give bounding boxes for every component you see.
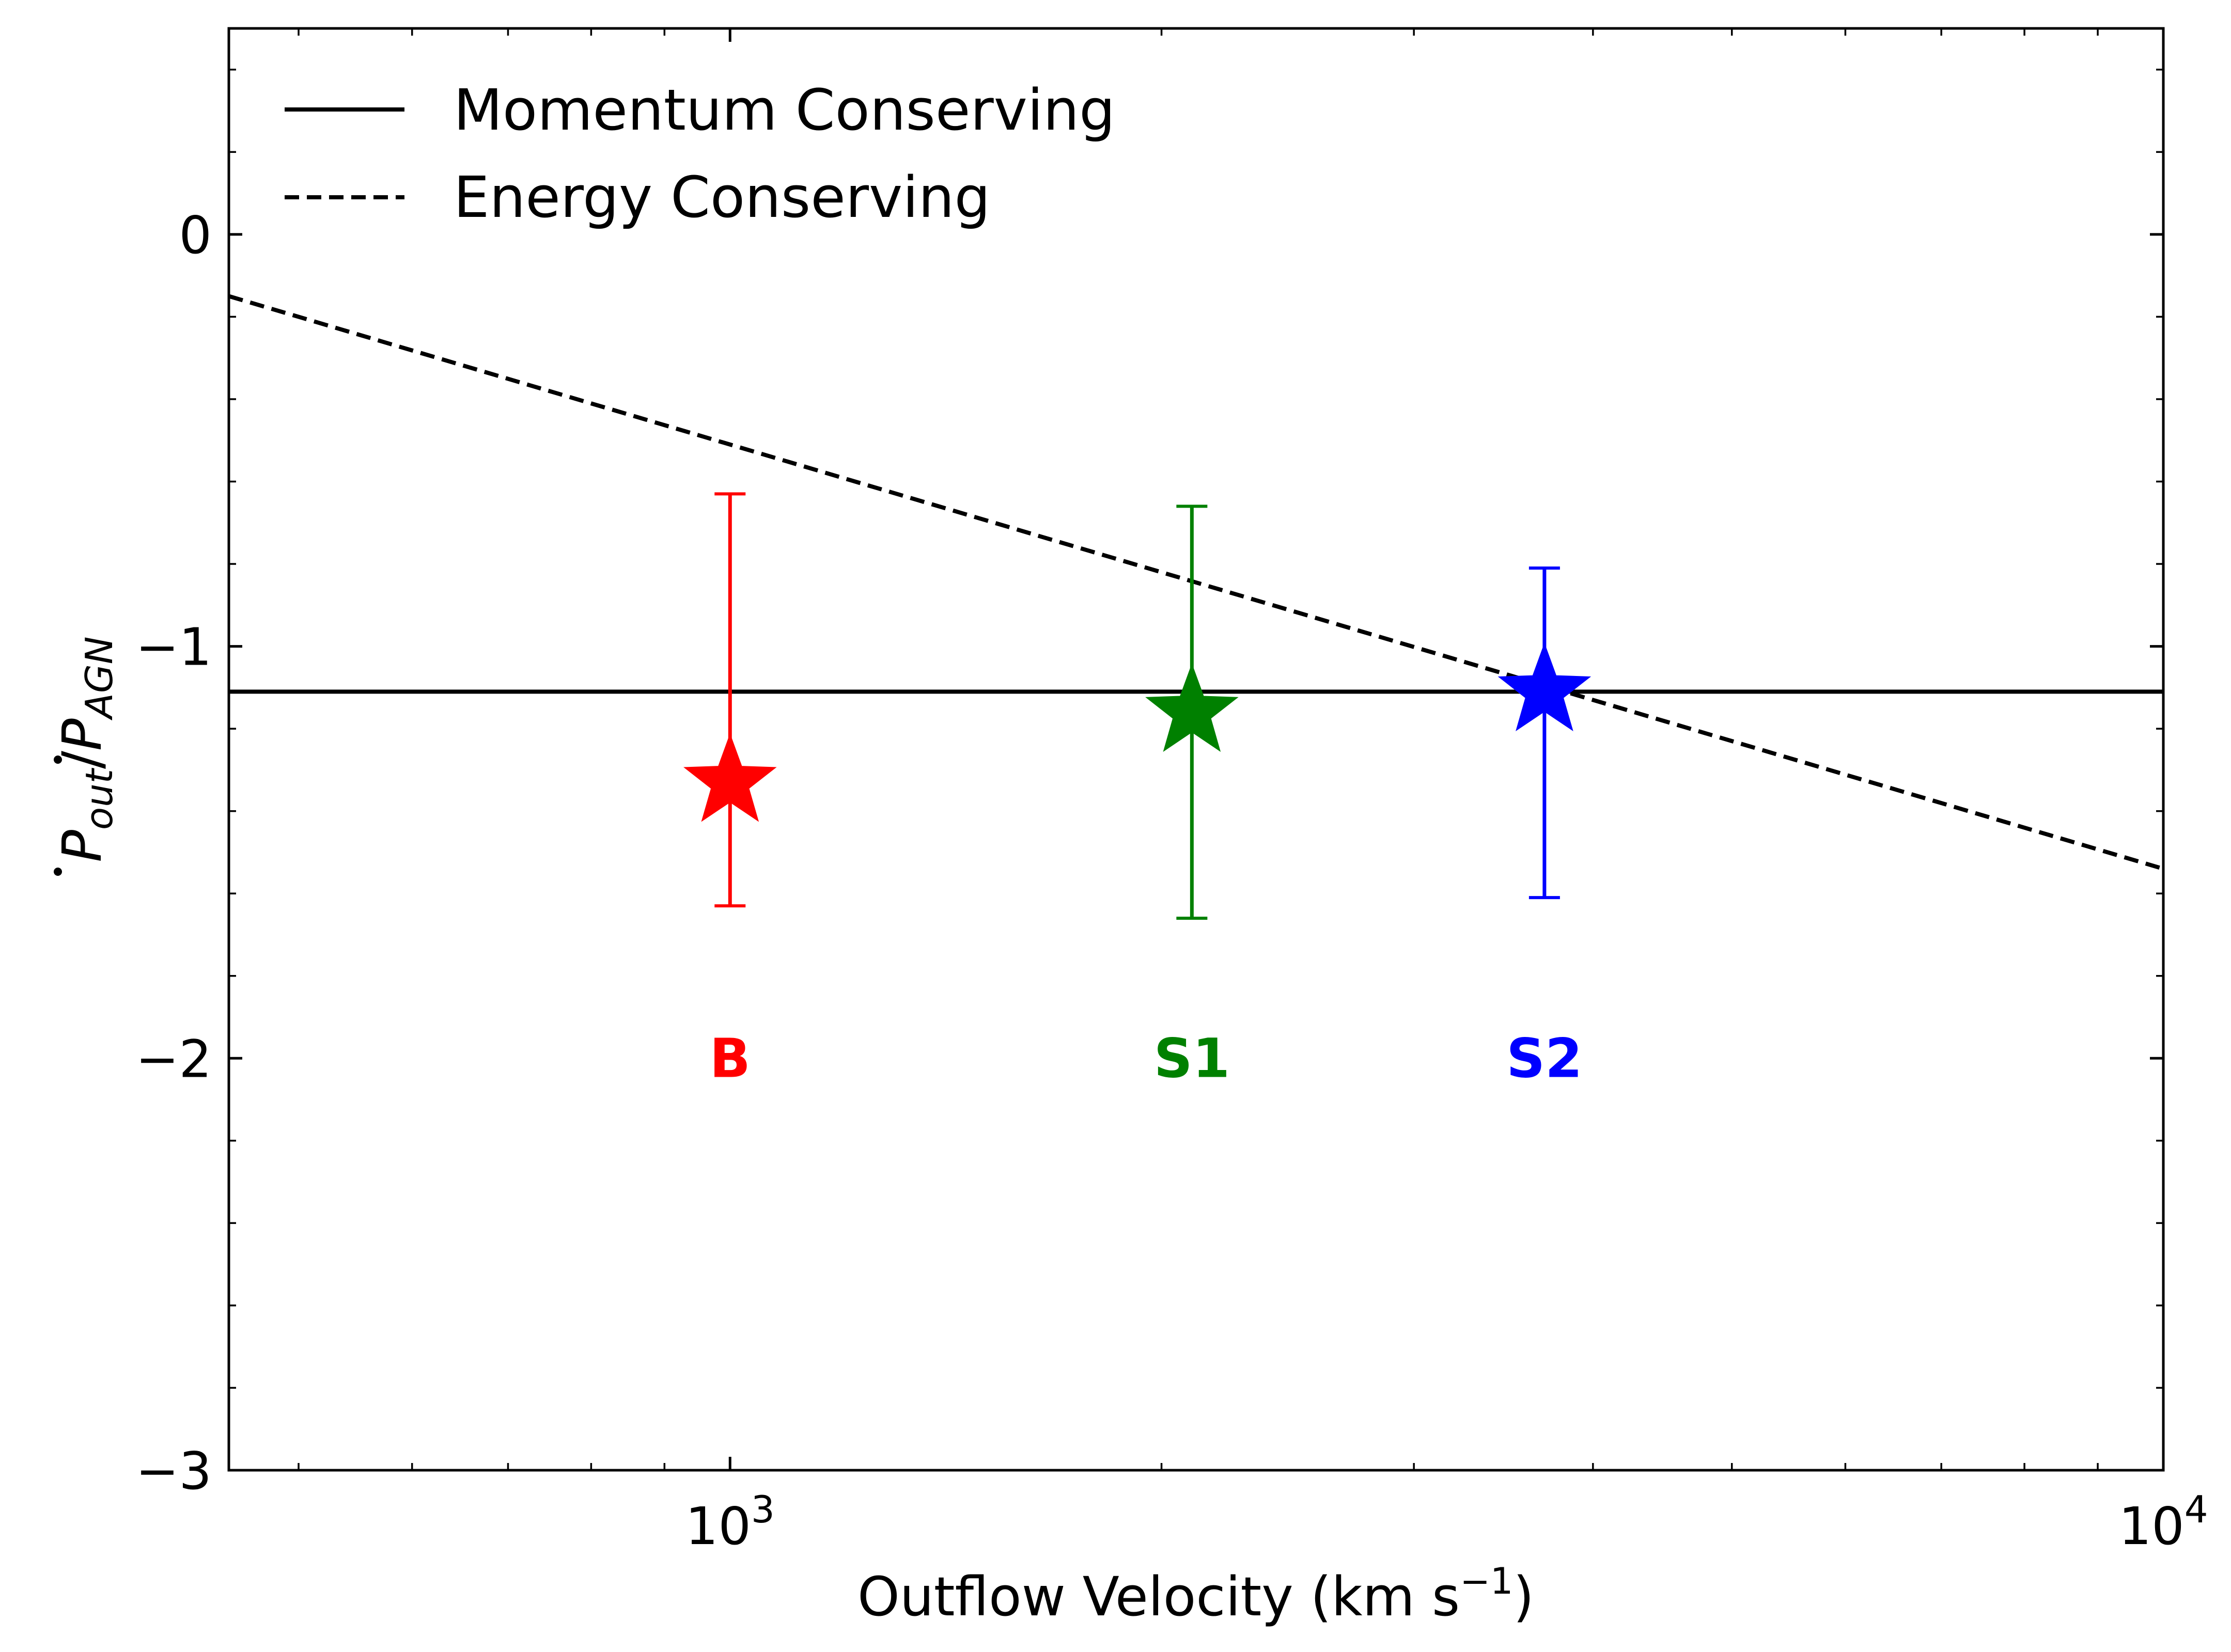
star-marker-b (683, 733, 777, 822)
y-tick-label: −3 (136, 1441, 212, 1501)
data-points (683, 492, 1592, 920)
point-label-s2: S2 (1506, 1027, 1582, 1090)
ylabel-dot-1 (54, 868, 62, 876)
legend: Momentum Conserving Energy Conserving (285, 77, 1115, 230)
point-label-s1: S1 (1154, 1027, 1230, 1090)
x-tick-exponent: 4 (2185, 1488, 2208, 1531)
x-tick-exponent: 3 (751, 1488, 775, 1531)
x-tick-base: 10 (685, 1496, 751, 1556)
y-tick-label: −1 (136, 617, 212, 678)
legend-label-energy: Energy Conserving (454, 164, 990, 230)
legend-label-momentum: Momentum Conserving (454, 77, 1115, 143)
y-tick-label: 0 (179, 205, 212, 265)
star-marker-s2 (1497, 642, 1592, 732)
x-tick-label: 103 (685, 1488, 775, 1556)
energy-conserving-line (228, 294, 2164, 871)
point-label-b: B (710, 1027, 751, 1090)
point-labels: B S1 S2 (710, 1027, 1583, 1090)
plot-frame (227, 27, 2165, 1472)
x-tick-base: 10 (2118, 1496, 2184, 1556)
x-tick-label: 104 (2118, 1488, 2208, 1556)
model-lines (228, 294, 2164, 871)
y-axis-title: Pout/PAGN (51, 636, 121, 862)
star-marker-s1 (1145, 663, 1239, 752)
x-axis-title: Outflow Velocity (km s−1) (857, 1560, 1534, 1628)
ylabel-dot-2 (54, 756, 62, 764)
y-tick-label: −2 (136, 1029, 212, 1089)
